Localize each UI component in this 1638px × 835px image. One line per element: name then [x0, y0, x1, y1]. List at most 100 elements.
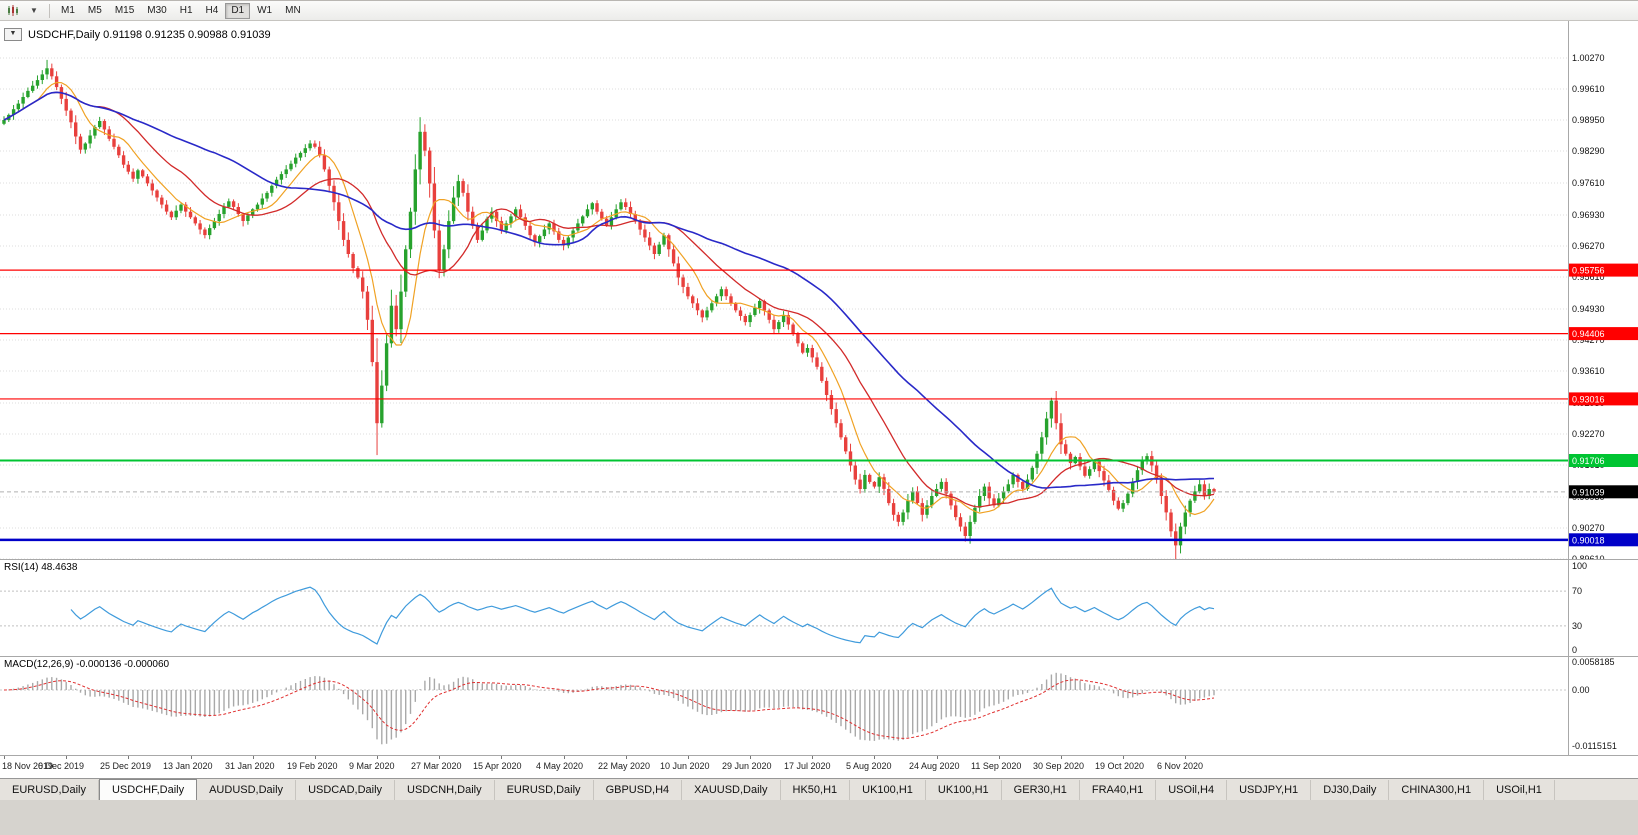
- date-tick: [874, 756, 875, 759]
- chart-title: ▼ USDCHF,Daily 0.91198 0.91235 0.90988 0…: [4, 28, 271, 41]
- date-tick: [937, 756, 938, 759]
- main-chart-canvas[interactable]: 1.00270 0.99610 0.98950 0.98290 0.97610 0.969…: [0, 21, 1638, 559]
- chart-tab-hk50-h1[interactable]: HK50,H1: [780, 780, 851, 801]
- date-label: 25 Dec 2019: [100, 761, 152, 771]
- date-label: 22 May 2020: [598, 761, 651, 771]
- chart-tab-fra40-h1[interactable]: FRA40,H1: [1079, 780, 1157, 801]
- candlestick-glyph: [8, 4, 18, 16]
- date-tick: [128, 756, 129, 759]
- timeframe-buttons: M1 M5 M15 M30 H1 H4 D1 W1 MN: [55, 2, 307, 19]
- horizontal-levels[interactable]: [0, 269, 1568, 542]
- ma-line-20: [3, 91, 1215, 508]
- svg-text:0.95756: 0.95756: [1572, 266, 1605, 276]
- chart-tab-usoil-h4[interactable]: USOil,H4: [1156, 780, 1228, 801]
- macd-axis-label: 0.0058185: [1572, 657, 1615, 667]
- chart-ohlc-label: USDCHF,Daily 0.91198 0.91235 0.90988 0.9…: [28, 28, 271, 41]
- svg-text:0.94406: 0.94406: [1572, 329, 1605, 339]
- svg-text:0.96930: 0.96930: [1572, 210, 1605, 220]
- price-axis-labels[interactable]: 1.00270 0.99610 0.98950 0.98290 0.97610 0.969…: [1572, 53, 1605, 559]
- date-tick: [501, 756, 502, 759]
- macd-histogram: [3, 672, 1215, 745]
- timeframe-button-H1[interactable]: H1: [174, 3, 199, 19]
- date-tick: [812, 756, 813, 759]
- date-label: 6 Dec 2019: [38, 761, 85, 771]
- level-price-badge: 0.91706: [1569, 454, 1638, 467]
- chart-tab-usdcnh-daily[interactable]: USDCNH,Daily: [395, 780, 495, 801]
- chart-tab-eurusd-daily[interactable]: EURUSD,Daily: [494, 780, 594, 801]
- date-label: 15 Apr 2020: [473, 761, 522, 771]
- date-tick: [564, 756, 565, 759]
- timeframe-toolbar: ▼ M1 M5 M15 M30 H1 H4 D1 W1 MN: [0, 1, 1638, 21]
- date-tick: [1123, 756, 1124, 759]
- date-label: 29 Jun 2020: [722, 761, 772, 771]
- chart-tab-ger30-h1[interactable]: GER30,H1: [1001, 780, 1080, 801]
- svg-text:0.97610: 0.97610: [1572, 178, 1605, 188]
- svg-text:1.00270: 1.00270: [1572, 53, 1605, 63]
- date-tick: [439, 756, 440, 759]
- date-axis[interactable]: 18 Nov 2019 6 Dec 2019 25 Dec 2019 13 Jan 2…: [0, 756, 1638, 776]
- macd-axis-label: -0.0115151: [1572, 741, 1617, 751]
- date-tick: [1061, 756, 1062, 759]
- ma-line-45: [3, 91, 1215, 489]
- chart-tab-bar: EURUSD,Daily USDCHF,Daily AUDUSD,Daily USDC…: [0, 778, 1638, 801]
- svg-text:0.91039: 0.91039: [1572, 487, 1605, 497]
- timeframe-button-M30[interactable]: M30: [141, 3, 172, 19]
- chart-tab-usdjpy-h1[interactable]: USDJPY,H1: [1227, 780, 1312, 801]
- timeframe-button-W1[interactable]: W1: [251, 3, 278, 19]
- chart-area: 1.00270 0.99610 0.98950 0.98290 0.97610 0.969…: [0, 21, 1638, 778]
- candlestick-chart-icon[interactable]: [3, 3, 23, 19]
- price-axis-separator: [1568, 21, 1569, 755]
- level-price-badge: 0.94406: [1569, 327, 1638, 341]
- svg-text:0.98290: 0.98290: [1572, 146, 1605, 156]
- chart-tab-gbpusd-h4[interactable]: GBPUSD,H4: [593, 780, 683, 801]
- chart-window-dropdown[interactable]: ▼: [4, 28, 22, 41]
- svg-text:0.90270: 0.90270: [1572, 523, 1605, 533]
- macd-panel-canvas[interactable]: 0.0058185 0.00 -0.0115151: [0, 657, 1638, 754]
- rsi-axis-label: 0: [1572, 645, 1577, 655]
- date-label: 13 Jan 2020: [163, 761, 213, 771]
- date-tick: [999, 756, 1000, 759]
- chart-tab-audusd-daily[interactable]: AUDUSD,Daily: [197, 780, 297, 801]
- date-label: 18 Nov 2019: [2, 761, 54, 771]
- chart-tab-xauusd-daily[interactable]: XAUUSD,Daily: [682, 780, 781, 801]
- chart-tab-dj30-daily[interactable]: DJ30,Daily: [1311, 780, 1390, 801]
- date-label: 4 May 2020: [536, 761, 584, 771]
- date-label: 27 Mar 2020: [411, 761, 462, 771]
- bottom-strip: [0, 800, 1638, 835]
- axis-separator: [0, 755, 1638, 756]
- date-tick: [688, 756, 689, 759]
- chart-tab-usdchf-daily[interactable]: USDCHF,Daily: [98, 779, 198, 801]
- chart-dropdown-icon[interactable]: ▼: [24, 3, 44, 19]
- rsi-indicator-label: RSI(14) 48.4638: [4, 562, 78, 573]
- timeframe-button-MN[interactable]: MN: [279, 3, 307, 19]
- chart-tab-uk100-h1[interactable]: UK100,H1: [925, 780, 1002, 801]
- chart-tab-china300-h1[interactable]: CHINA300,H1: [1389, 780, 1485, 801]
- toolbar-separator: [49, 3, 50, 18]
- date-tick: [377, 756, 378, 759]
- date-label: 10 Jun 2020: [660, 761, 710, 771]
- svg-text:0.94930: 0.94930: [1572, 304, 1605, 314]
- chart-tab-eurusd-daily[interactable]: EURUSD,Daily: [0, 780, 99, 801]
- chart-tab-uk100-h1[interactable]: UK100,H1: [850, 780, 926, 801]
- svg-text:0.91706: 0.91706: [1572, 456, 1605, 466]
- timeframe-button-M1[interactable]: M1: [55, 3, 81, 19]
- rsi-panel-canvas[interactable]: 100 70 30 0: [0, 560, 1638, 656]
- chart-tab-usdcad-daily[interactable]: USDCAD,Daily: [296, 780, 396, 801]
- date-tick: [750, 756, 751, 759]
- timeframe-button-H4[interactable]: H4: [200, 3, 225, 19]
- date-label: 31 Jan 2020: [225, 761, 275, 771]
- panel-separator[interactable]: [0, 656, 1638, 657]
- timeframe-button-M5[interactable]: M5: [82, 3, 108, 19]
- date-tick: [253, 756, 254, 759]
- date-tick: [626, 756, 627, 759]
- chart-tab-usoil-h1[interactable]: USOil,H1: [1484, 780, 1555, 801]
- svg-text:0.99610: 0.99610: [1572, 84, 1605, 94]
- svg-text:0.93610: 0.93610: [1572, 366, 1605, 376]
- panel-separator[interactable]: [0, 559, 1638, 560]
- timeframe-button-D1[interactable]: D1: [225, 2, 251, 19]
- macd-signal-line: [3, 679, 1215, 739]
- date-label: 24 Aug 2020: [909, 761, 960, 771]
- macd-axis-label: 0.00: [1572, 685, 1590, 695]
- timeframe-button-M15[interactable]: M15: [109, 3, 140, 19]
